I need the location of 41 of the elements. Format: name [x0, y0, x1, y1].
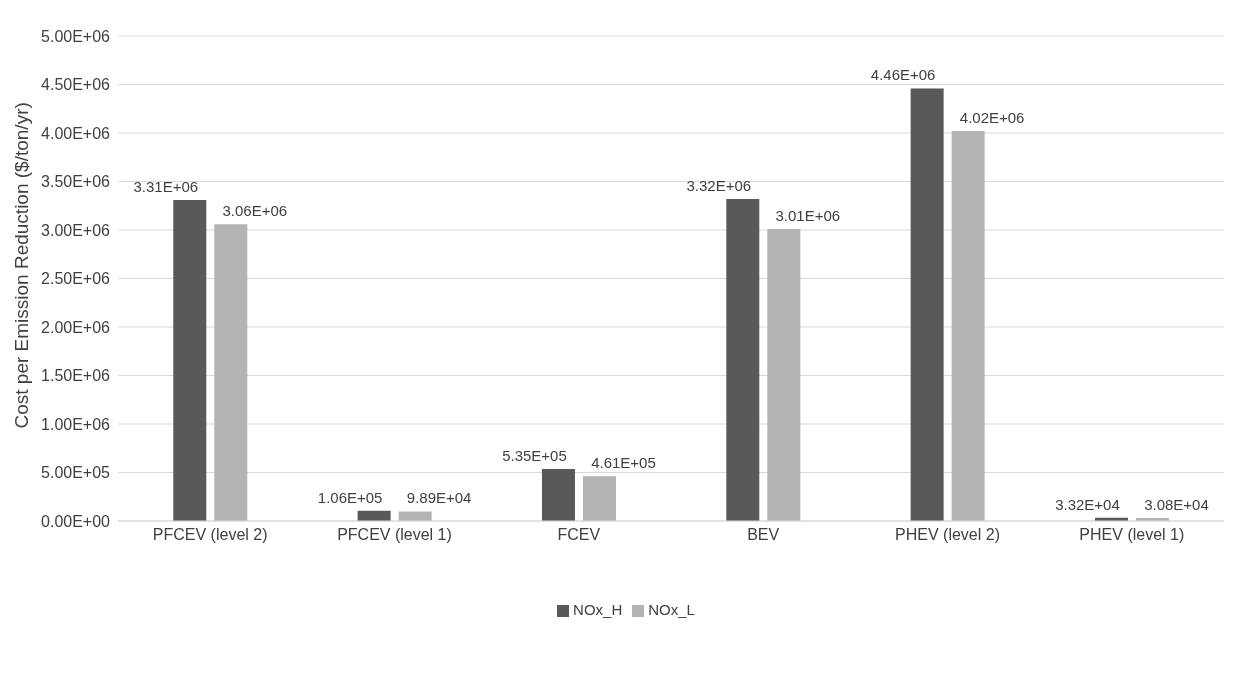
bar	[173, 199, 207, 521]
data-label: 4.46E+06	[870, 66, 936, 84]
bar	[951, 131, 985, 521]
bar	[398, 511, 432, 521]
y-tick-label: 4.00E+06	[41, 124, 111, 142]
bar	[767, 229, 801, 521]
y-tick-label: 0.00E+00	[41, 512, 111, 530]
bar	[910, 88, 944, 521]
x-tick-label: PFCEV (level 2)	[152, 526, 268, 544]
data-label: 4.61E+05	[591, 454, 656, 472]
data-label: 3.01E+06	[775, 207, 841, 225]
data-label: 3.06E+06	[222, 202, 288, 220]
x-tick-label: FCEV	[557, 526, 601, 544]
data-label: 3.08E+04	[1144, 496, 1209, 514]
x-tick-label: BEV	[747, 526, 780, 544]
y-tick-label: 3.00E+06	[41, 221, 111, 239]
y-tick-label: 5.00E+06	[41, 27, 111, 45]
legend-label: NOx_H	[573, 601, 623, 618]
y-tick-label: 2.00E+06	[41, 318, 111, 336]
bar	[541, 469, 575, 521]
bar	[726, 198, 760, 521]
data-label: 4.02E+06	[959, 109, 1025, 127]
data-label: 1.06E+05	[317, 488, 383, 506]
data-label: 3.32E+04	[1055, 495, 1120, 513]
legend-label: NOx_L	[648, 601, 695, 618]
y-tick-label: 1.50E+06	[41, 367, 111, 385]
y-tick-label: 4.50E+06	[41, 76, 111, 94]
y-tick-label: 3.50E+06	[41, 173, 111, 191]
data-label: 3.31E+06	[133, 177, 199, 195]
data-label: 9.89E+04	[406, 489, 472, 507]
x-tick-label: PFCEV (level 1)	[337, 526, 452, 544]
data-label: 5.35E+05	[502, 447, 567, 465]
x-tick-label: PHEV (level 2)	[895, 526, 1000, 544]
bar	[214, 224, 248, 521]
bar	[582, 476, 616, 521]
y-tick-label: 2.50E+06	[41, 270, 111, 288]
y-tick-label: 5.00E+05	[41, 464, 111, 482]
x-tick-label: PHEV (level 1)	[1079, 526, 1185, 544]
data-label: 3.32E+06	[686, 176, 752, 194]
y-axis-title: Cost per Emission Reduction ($/ton/yr)	[10, 102, 32, 429]
y-tick-label: 1.00E+06	[41, 415, 111, 433]
